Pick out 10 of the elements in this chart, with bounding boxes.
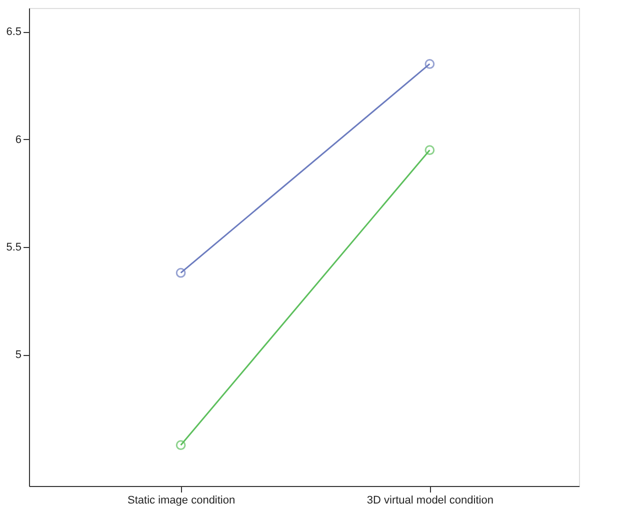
- x-tick-label: 3D virtual model condition: [366, 494, 494, 506]
- y-tick-label: 6.5: [6, 26, 22, 38]
- x-tick-label: Static image condition: [127, 494, 236, 506]
- point: [176, 440, 186, 450]
- y-tick-label: 6: [15, 134, 22, 146]
- point: [424, 59, 435, 69]
- y-tick-label: 5.5: [6, 242, 22, 254]
- y-tick-label: 5: [15, 349, 22, 362]
- point: [176, 268, 186, 278]
- point: [424, 145, 435, 156]
